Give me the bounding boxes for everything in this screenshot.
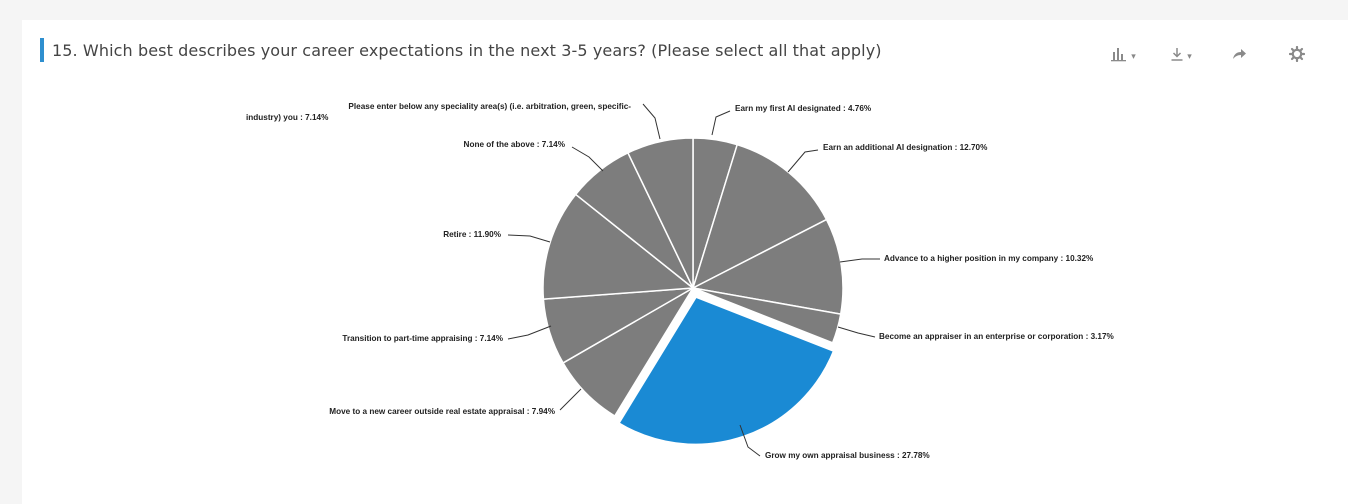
download-icon xyxy=(1171,48,1183,61)
bar-chart-icon xyxy=(1111,48,1127,62)
slice-label: Retire : 11.90% xyxy=(443,230,502,239)
slice-label: Grow my own appraisal business : 27.78% xyxy=(765,451,930,460)
leader-line xyxy=(571,146,604,172)
question-accent-bar xyxy=(40,38,44,62)
leader-line xyxy=(507,234,551,243)
leader-line xyxy=(559,388,582,411)
leader-line xyxy=(739,424,761,457)
chevron-down-icon: ▾ xyxy=(1187,51,1192,61)
chart-toolbar: ▾ ▾ xyxy=(1094,40,1326,62)
download-button[interactable]: ▾ xyxy=(1152,40,1210,62)
leader-line xyxy=(787,149,819,173)
leader-line xyxy=(711,110,731,136)
gear-icon xyxy=(1289,46,1305,62)
pie-slice[interactable] xyxy=(615,293,838,448)
question-header: 15. Which best describes your career exp… xyxy=(40,38,882,62)
leader-line xyxy=(507,325,552,340)
pie-slice[interactable] xyxy=(542,193,694,300)
chart-type-button[interactable]: ▾ xyxy=(1094,40,1152,62)
leader-line xyxy=(839,258,880,263)
pie-slices xyxy=(542,137,844,448)
settings-button[interactable] xyxy=(1268,40,1326,62)
leader-line xyxy=(642,103,661,140)
slice-label: Transition to part-time appraising : 7.1… xyxy=(342,334,503,343)
question-title: 15. Which best describes your career exp… xyxy=(52,40,882,60)
pie-slice[interactable] xyxy=(627,137,694,289)
slice-label: Become an appraiser in an enterprise or … xyxy=(879,332,1115,341)
slice-label: Please enter below any speciality area(s… xyxy=(246,102,631,122)
pie-slice[interactable] xyxy=(692,287,842,344)
share-button[interactable] xyxy=(1210,40,1268,62)
chevron-down-icon: ▾ xyxy=(1131,51,1136,61)
slice-label: Advance to a higher position in my compa… xyxy=(884,254,1094,263)
slice-label: Earn an additional AI designation : 12.7… xyxy=(823,143,988,152)
pie-labels: Earn my first AI designated : 4.76% Earn … xyxy=(246,102,1115,460)
slice-label: Move to a new career outside real estate… xyxy=(329,407,555,416)
pie-slice[interactable] xyxy=(692,218,844,315)
slice-label: Earn my first AI designated : 4.76% xyxy=(735,104,872,113)
leader-line xyxy=(837,326,876,338)
share-icon xyxy=(1233,49,1246,59)
pie-slice[interactable] xyxy=(692,143,828,289)
slice-label: None of the above : 7.14% xyxy=(464,140,566,149)
